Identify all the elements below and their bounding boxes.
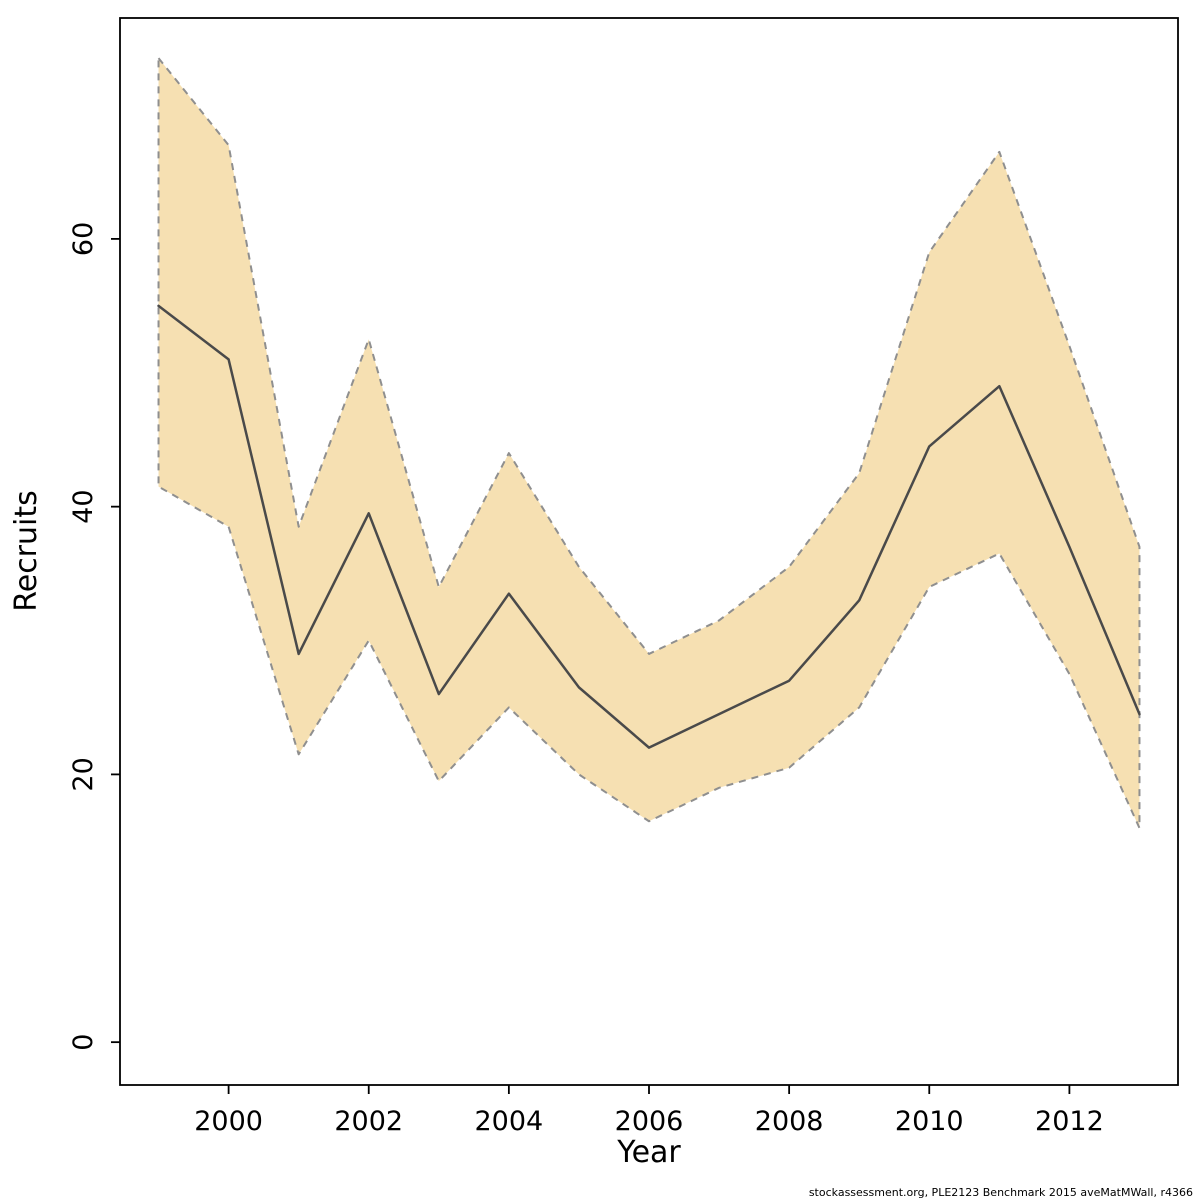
- estimate-line: [157, 304, 1141, 749]
- x-tick-label: 2000: [194, 1106, 263, 1137]
- y-tick-label: 40: [68, 489, 99, 523]
- y-tick-label: 0: [68, 1034, 99, 1051]
- y-axis-tick-labels: 0 20 40 60: [68, 222, 99, 1051]
- y-axis-ticks: [111, 237, 120, 1044]
- y-axis-title: Recruits: [9, 490, 44, 612]
- x-axis-title: Year: [616, 1135, 681, 1170]
- x-axis-ticks: [227, 1085, 1071, 1094]
- x-tick-label: 2012: [1035, 1106, 1104, 1137]
- estimate-polyline: [157, 304, 1141, 749]
- confidence-band: [158, 58, 1140, 828]
- confidence-band-outline: [157, 57, 1141, 829]
- x-axis-tick-labels: 2000 2002 2004 2006 2008 2010 2012: [194, 1106, 1104, 1137]
- footer-credit: stockassessment.org, PLE2123 Benchmark 2…: [809, 1186, 1193, 1199]
- x-tick-label: 2004: [475, 1106, 544, 1137]
- x-tick-label: 2010: [895, 1106, 964, 1137]
- x-tick-label: 2008: [755, 1106, 824, 1137]
- x-tick-label: 2002: [334, 1106, 403, 1137]
- x-tick-label: 2006: [615, 1106, 684, 1137]
- confidence-band-border: [157, 57, 1141, 829]
- confidence-band-polygon: [158, 58, 1140, 828]
- y-tick-label: 60: [68, 222, 99, 256]
- y-tick-label: 20: [68, 757, 99, 791]
